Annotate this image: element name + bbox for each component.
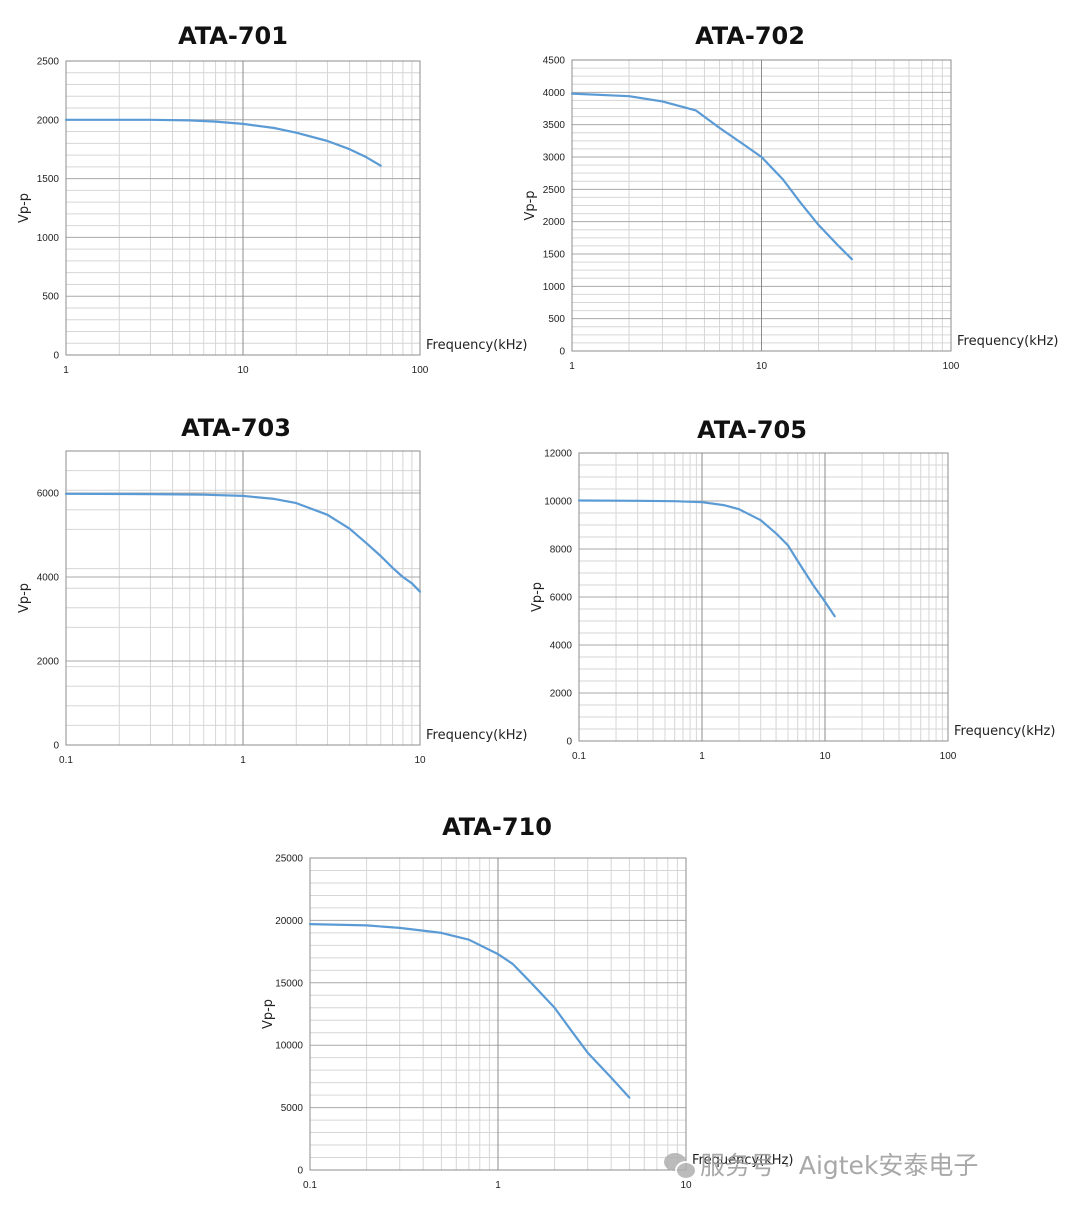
x-tick-label: 10 — [819, 751, 831, 762]
chart-title: ATA-702 — [695, 22, 805, 50]
x-tick-label: 100 — [943, 361, 960, 372]
chart-5: ATA-710 0 5000 10000 15000 20000 25000 0.1 1 10 Vp… — [261, 813, 793, 1191]
x-tick-label: 10 — [756, 361, 768, 372]
x-tick-label: 0.1 — [59, 755, 73, 766]
y-tick-label: 0 — [53, 351, 59, 362]
x-tick-label: 10 — [414, 755, 426, 766]
x-tick-label: 1 — [240, 755, 246, 766]
y-tick-label: 25000 — [275, 854, 303, 865]
y-axis-label: Vp-p — [17, 583, 32, 613]
y-axis-label: Vp-p — [523, 190, 538, 220]
x-tick-label: 1 — [495, 1180, 501, 1191]
x-tick-label: 1 — [699, 751, 705, 762]
plot-frame — [65, 450, 421, 746]
chart-title: ATA-703 — [181, 414, 291, 442]
x-axis-label: Frequency(kHz) — [426, 338, 527, 353]
y-tick-label: 3500 — [543, 120, 566, 131]
x-tick-label: 1 — [569, 361, 575, 372]
chart-title: ATA-701 — [178, 22, 288, 50]
y-tick-label: 6000 — [37, 489, 60, 500]
y-tick-label: 2000 — [37, 657, 60, 668]
series-line — [64, 492, 422, 593]
x-tick-label: 100 — [940, 751, 957, 762]
y-tick-label: 10000 — [275, 1041, 303, 1052]
y-tick-label: 6000 — [550, 593, 573, 604]
plot-frame — [309, 857, 687, 1171]
y-tick-label: 0 — [559, 347, 565, 358]
x-axis-label: Frequency(kHz) — [426, 728, 527, 743]
y-tick-label: 500 — [548, 314, 565, 325]
chart-4: ATA-705 0 2000 4000 6000 8000 10000 12000 0.1 1 10… — [530, 416, 1055, 762]
y-tick-label: 4500 — [543, 56, 566, 67]
y-tick-label: 2000 — [543, 217, 566, 228]
x-tick-label: 100 — [412, 365, 429, 376]
chart-title: ATA-710 — [442, 813, 552, 841]
chart-1: ATA-701 0 500 1000 1500 2000 2500 1 10 100 Vp-p Fre… — [17, 22, 527, 376]
y-axis-label: Vp-p — [17, 193, 32, 223]
y-tick-label: 0 — [566, 737, 572, 748]
y-tick-label: 4000 — [543, 88, 566, 99]
y-tick-label: 0 — [297, 1166, 303, 1177]
chart-title: ATA-705 — [697, 416, 807, 444]
y-tick-label: 20000 — [275, 916, 303, 927]
series-line — [64, 118, 382, 167]
x-axis-label: Frequency(kHz) — [692, 1153, 793, 1168]
x-axis-label: Frequency(kHz) — [954, 724, 1055, 739]
series-line — [577, 499, 836, 618]
x-tick-label: 10 — [680, 1180, 692, 1191]
series-line — [308, 922, 631, 1099]
plot-frame — [571, 59, 952, 352]
y-tick-label: 5000 — [281, 1103, 304, 1114]
y-tick-label: 10000 — [544, 497, 572, 508]
x-tick-label: 0.1 — [572, 751, 586, 762]
y-tick-label: 1500 — [37, 174, 60, 185]
y-tick-label: 0 — [53, 741, 59, 752]
chart-2: ATA-702 0 500 1000 1500 2000 2500 3000 3500 4000 4… — [523, 22, 1058, 372]
y-tick-label: 1000 — [543, 282, 566, 293]
y-tick-label: 1000 — [37, 233, 60, 244]
y-tick-label: 4000 — [37, 573, 60, 584]
y-tick-label: 3000 — [543, 153, 566, 164]
x-tick-label: 1 — [63, 365, 69, 376]
y-tick-label: 8000 — [550, 545, 573, 556]
chart-3: ATA-703 0 2000 4000 6000 0.1 1 10 Vp-p Frequency(… — [17, 414, 527, 766]
y-tick-label: 2500 — [37, 57, 60, 68]
y-tick-label: 2000 — [550, 689, 573, 700]
y-axis-label: Vp-p — [530, 582, 545, 612]
y-tick-label: 4000 — [550, 641, 573, 652]
y-tick-label: 15000 — [275, 978, 303, 989]
y-tick-label: 2500 — [543, 185, 566, 196]
y-tick-label: 1500 — [543, 250, 566, 261]
y-axis-label: Vp-p — [261, 999, 276, 1029]
y-tick-label: 12000 — [544, 449, 572, 460]
y-tick-label: 500 — [42, 292, 59, 303]
x-tick-label: 0.1 — [303, 1180, 317, 1191]
plot-frame — [578, 452, 949, 742]
x-axis-label: Frequency(kHz) — [957, 334, 1058, 349]
plot-frame — [65, 60, 421, 356]
y-tick-label: 2000 — [37, 115, 60, 126]
series-line — [570, 92, 854, 261]
x-tick-label: 10 — [237, 365, 249, 376]
